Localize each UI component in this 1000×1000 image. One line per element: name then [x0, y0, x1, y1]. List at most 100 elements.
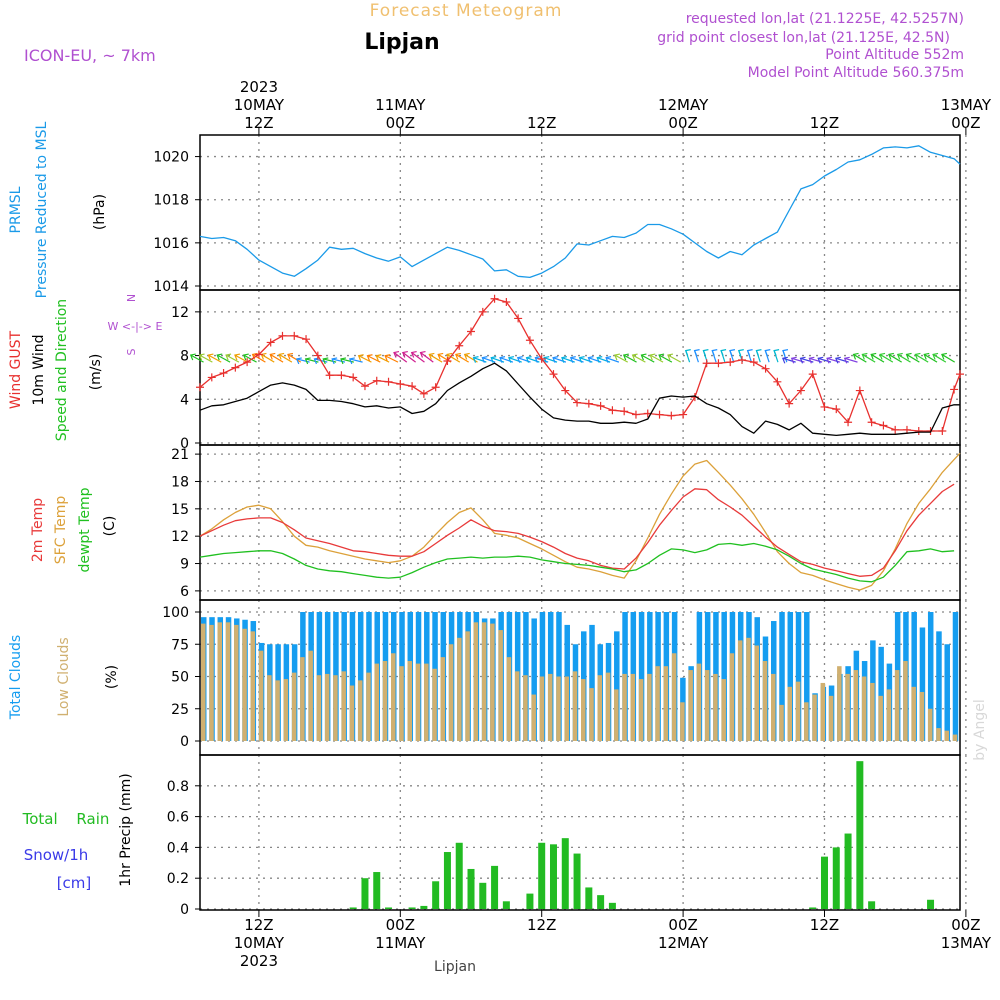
location-title: Lipjan	[364, 30, 439, 55]
wind-arrow	[915, 353, 929, 363]
wind-arrow-head	[614, 353, 621, 361]
time-label: 2023	[240, 78, 278, 96]
cloud-labels: Total Clouds Low Clouds (%)	[8, 635, 120, 720]
temp-label-sfc: SFC Temp	[53, 496, 69, 565]
total-cloud-bar	[878, 646, 884, 741]
wind-arrow	[879, 353, 894, 363]
wind-arrow-head	[790, 356, 797, 364]
low-cloud-bar	[771, 673, 776, 741]
pressure-ylabel: (hPa)	[92, 194, 108, 230]
wind-arrow-head	[304, 357, 311, 365]
wind-arrow-head	[764, 349, 771, 356]
wind-arrow	[367, 355, 381, 363]
gust-marker	[573, 398, 582, 407]
gust-marker	[832, 405, 841, 414]
rain-bar	[526, 893, 534, 909]
low-cloud-bar	[589, 688, 594, 741]
wind-arrow-head	[437, 352, 444, 360]
time-label: 00Z	[668, 114, 697, 132]
low-cloud-bar	[828, 695, 834, 741]
chart-title: Forecast Meteogram	[370, 1, 563, 21]
low-cloud-bar	[448, 644, 454, 741]
wind-arrow-head	[472, 356, 479, 363]
wind-arrow-head	[684, 349, 691, 356]
rain-bar	[844, 833, 852, 909]
wind-arrow	[358, 355, 372, 363]
low-cloud-bar	[845, 673, 850, 741]
gust-marker	[196, 383, 204, 392]
rain-bar	[502, 901, 510, 909]
y-tick-label: 1014	[153, 279, 189, 295]
rain-bar	[585, 887, 593, 909]
time-label: 12Z	[527, 916, 556, 934]
wind-arrow-head	[826, 356, 833, 364]
low-cloud-bar	[514, 671, 520, 741]
low-cloud-bar	[341, 671, 346, 741]
low-cloud-bar	[564, 676, 569, 741]
low-cloud-bar	[407, 661, 413, 741]
time-label: 12Z	[244, 916, 273, 934]
low-cloud-bar	[382, 661, 388, 741]
wind-arrow-head	[782, 356, 788, 364]
gust-marker	[761, 364, 770, 373]
low-cloud-bar	[779, 704, 784, 741]
gust-marker	[525, 336, 534, 345]
low-cloud-bar	[878, 695, 883, 741]
low-cloud-bar	[498, 630, 503, 741]
pressure-labels: PRMSL Pressure Reduced to MSL (hPa)	[8, 121, 108, 298]
cloud-ylabel: (%)	[104, 665, 120, 689]
pressure-label-1: PRMSL	[8, 186, 24, 233]
wind-arrow-head	[649, 353, 656, 361]
wind-arrow-head	[896, 352, 903, 360]
y-tick-label: 25	[171, 702, 189, 718]
panel-wind: 0 4 8 12	[171, 289, 967, 452]
wind-arrow-head	[446, 352, 453, 360]
low-cloud-bar	[861, 676, 867, 741]
low-cloud-bar	[324, 673, 330, 741]
low-cloud-bar	[911, 686, 916, 741]
low-cloud-bar	[457, 637, 462, 741]
wind-label-10m: 10m Wind	[31, 334, 47, 405]
low-cloud-bar	[729, 653, 735, 741]
gust-marker	[596, 401, 605, 410]
wind-arrow-head	[888, 352, 894, 360]
total-cloud-bar	[944, 644, 950, 741]
total-cloud-bar	[804, 612, 810, 741]
gust-marker	[502, 298, 511, 307]
wind-arrow	[376, 355, 390, 363]
low-cloud-bar	[936, 728, 941, 741]
total-cloud-bar	[952, 612, 959, 741]
gust-marker	[956, 370, 964, 379]
gust-marker	[808, 370, 817, 379]
gust-marker	[726, 358, 735, 367]
low-cloud-bar	[539, 676, 545, 741]
wind-arrow-head	[331, 357, 338, 365]
grid-point-coords: grid point closest lon,lat (21.125E, 42.…	[657, 30, 950, 46]
low-cloud-bar	[630, 673, 636, 741]
total-cloud-bar	[936, 631, 942, 741]
wind-arrow	[888, 353, 902, 363]
wind-arrow-head	[216, 353, 223, 361]
gust-marker	[490, 294, 499, 303]
panel-frame	[199, 754, 961, 911]
wind-arrow	[234, 354, 249, 363]
low-cloud-bar	[490, 623, 495, 741]
gust-marker	[325, 371, 334, 380]
wind-arrow-head	[428, 352, 435, 360]
wind-arrow	[649, 354, 664, 363]
y-tick-label: 8	[180, 349, 189, 365]
gust-marker	[867, 418, 876, 427]
wind-arrow-head	[799, 356, 806, 364]
cloud-label-low: Low Clouds	[56, 637, 72, 716]
wind-arrow-head	[287, 352, 294, 360]
point-altitude: Point Altitude 552m	[825, 47, 964, 63]
low-cloud-bar	[581, 679, 586, 741]
rain-bar	[373, 872, 381, 909]
gust-marker	[655, 410, 664, 419]
low-cloud-bar	[547, 673, 553, 741]
time-label: 00Z	[951, 114, 980, 132]
low-cloud-bar	[754, 645, 759, 741]
y-tick-label: 0.8	[167, 779, 189, 795]
wind-arrow-head	[782, 349, 789, 356]
rain-bar	[538, 842, 546, 909]
